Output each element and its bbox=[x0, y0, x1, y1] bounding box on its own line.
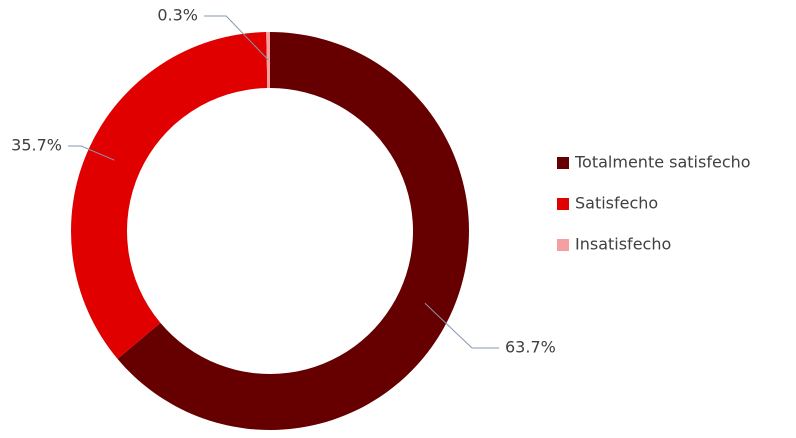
legend-label: Insatisfecho bbox=[575, 235, 671, 254]
legend-label: Totalmente satisfecho bbox=[574, 153, 751, 172]
data-label: 63.7% bbox=[505, 338, 556, 357]
leader-line bbox=[424, 302, 499, 349]
legend-label: Satisfecho bbox=[575, 194, 658, 213]
leader-line bbox=[204, 15, 269, 61]
data-label: 35.7% bbox=[11, 136, 62, 155]
data-label: 0.3% bbox=[157, 6, 198, 25]
legend-swatch bbox=[557, 239, 569, 251]
leader-line bbox=[68, 145, 115, 161]
donut-slice bbox=[71, 32, 268, 359]
donut-slice bbox=[117, 32, 470, 430]
legend-swatch bbox=[557, 198, 569, 210]
legend-swatch bbox=[557, 157, 569, 169]
